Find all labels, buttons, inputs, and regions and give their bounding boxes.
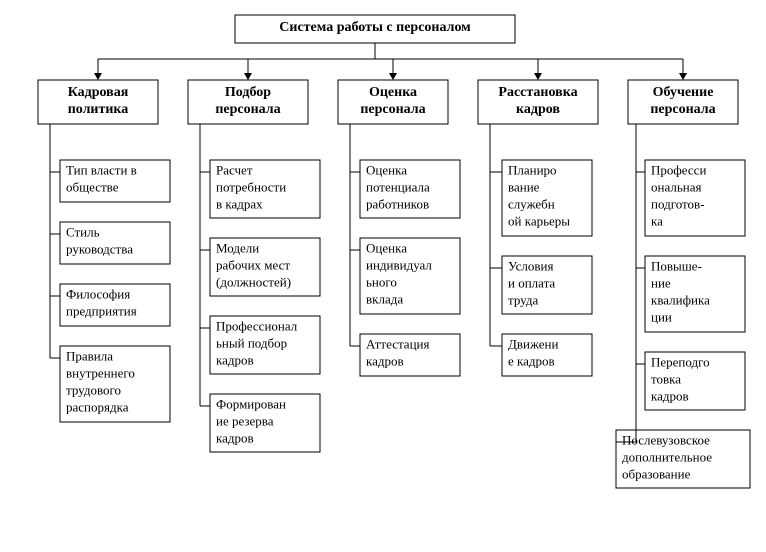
svg-text:Планиро: Планиро xyxy=(508,163,557,178)
svg-text:политика: политика xyxy=(68,102,129,117)
svg-text:Подбор: Подбор xyxy=(225,85,271,100)
svg-text:Формирован: Формирован xyxy=(216,397,286,412)
svg-text:ка: ка xyxy=(651,214,663,229)
svg-text:Расстановка: Расстановка xyxy=(498,85,577,100)
svg-text:образование: образование xyxy=(622,467,691,482)
svg-text:Движени: Движени xyxy=(508,337,559,352)
svg-text:Послевузовское: Послевузовское xyxy=(622,433,710,448)
svg-text:в кадрах: в кадрах xyxy=(216,197,263,212)
svg-text:персонала: персонала xyxy=(215,102,280,117)
svg-text:распорядка: распорядка xyxy=(66,400,129,415)
svg-text:Профессионал: Профессионал xyxy=(216,319,298,334)
svg-text:кадров: кадров xyxy=(366,354,404,369)
svg-text:ие резерва: ие резерва xyxy=(216,414,274,429)
svg-text:потребности: потребности xyxy=(216,180,286,195)
svg-text:Повыше-: Повыше- xyxy=(651,259,702,274)
svg-text:Оценка: Оценка xyxy=(366,163,407,178)
svg-text:Переподго: Переподго xyxy=(651,355,710,370)
svg-text:е кадров: е кадров xyxy=(508,354,555,369)
svg-text:предприятия: предприятия xyxy=(66,304,137,319)
svg-text:рабочих мест: рабочих мест xyxy=(216,258,290,273)
svg-text:ние: ние xyxy=(651,276,671,291)
svg-text:внутреннего: внутреннего xyxy=(66,366,135,381)
svg-text:обществе: обществе xyxy=(66,180,119,195)
svg-text:ой карьеры: ой карьеры xyxy=(508,214,570,229)
svg-text:Професси: Професси xyxy=(651,163,706,178)
svg-text:Модели: Модели xyxy=(216,241,259,256)
svg-text:кадров: кадров xyxy=(651,389,689,404)
svg-text:и оплата: и оплата xyxy=(508,276,555,291)
svg-text:работников: работников xyxy=(366,197,429,212)
svg-text:Оценка: Оценка xyxy=(369,85,417,100)
svg-text:кадров: кадров xyxy=(216,353,254,368)
svg-text:Тип власти в: Тип власти в xyxy=(66,163,137,178)
svg-text:ональная: ональная xyxy=(651,180,701,195)
svg-text:вание: вание xyxy=(508,180,540,195)
root-label: Система работы с персоналом xyxy=(279,20,471,35)
svg-text:Аттестация: Аттестация xyxy=(366,337,429,352)
svg-text:ции: ции xyxy=(651,310,672,325)
svg-text:индивидуал: индивидуал xyxy=(366,258,432,273)
svg-text:ьный подбор: ьный подбор xyxy=(216,336,287,351)
svg-text:дополнительное: дополнительное xyxy=(622,450,712,465)
svg-text:трудового: трудового xyxy=(66,383,121,398)
svg-text:ьного: ьного xyxy=(366,275,397,290)
svg-text:Расчет: Расчет xyxy=(216,163,253,178)
org-tree-diagram: Система работы с персоналом Кадровая полит… xyxy=(0,0,766,552)
svg-text:персонала: персонала xyxy=(360,102,425,117)
svg-text:служебн: служебн xyxy=(508,197,555,212)
svg-text:руководства: руководства xyxy=(66,242,133,257)
svg-text:Условия: Условия xyxy=(508,259,553,274)
svg-text:Кадровая: Кадровая xyxy=(68,85,129,100)
svg-text:Философия: Философия xyxy=(66,287,130,302)
svg-text:Оценка: Оценка xyxy=(366,241,407,256)
svg-text:потенциала: потенциала xyxy=(366,180,430,195)
svg-text:кадров: кадров xyxy=(516,102,560,117)
svg-text:Система работы с персоналом: Система работы с персоналом xyxy=(279,20,471,35)
svg-text:Стиль: Стиль xyxy=(66,225,100,240)
svg-text:подготов-: подготов- xyxy=(651,197,705,212)
svg-text:вклада: вклада xyxy=(366,292,403,307)
svg-text:квалифика: квалифика xyxy=(651,293,710,308)
svg-text:кадров: кадров xyxy=(216,431,254,446)
svg-text:товка: товка xyxy=(651,372,681,387)
svg-text:персонала: персонала xyxy=(650,102,715,117)
svg-text:(должностей): (должностей) xyxy=(216,275,291,290)
svg-text:труда: труда xyxy=(508,293,538,308)
svg-text:Обучение: Обучение xyxy=(653,85,714,100)
svg-text:Правила: Правила xyxy=(66,349,113,364)
